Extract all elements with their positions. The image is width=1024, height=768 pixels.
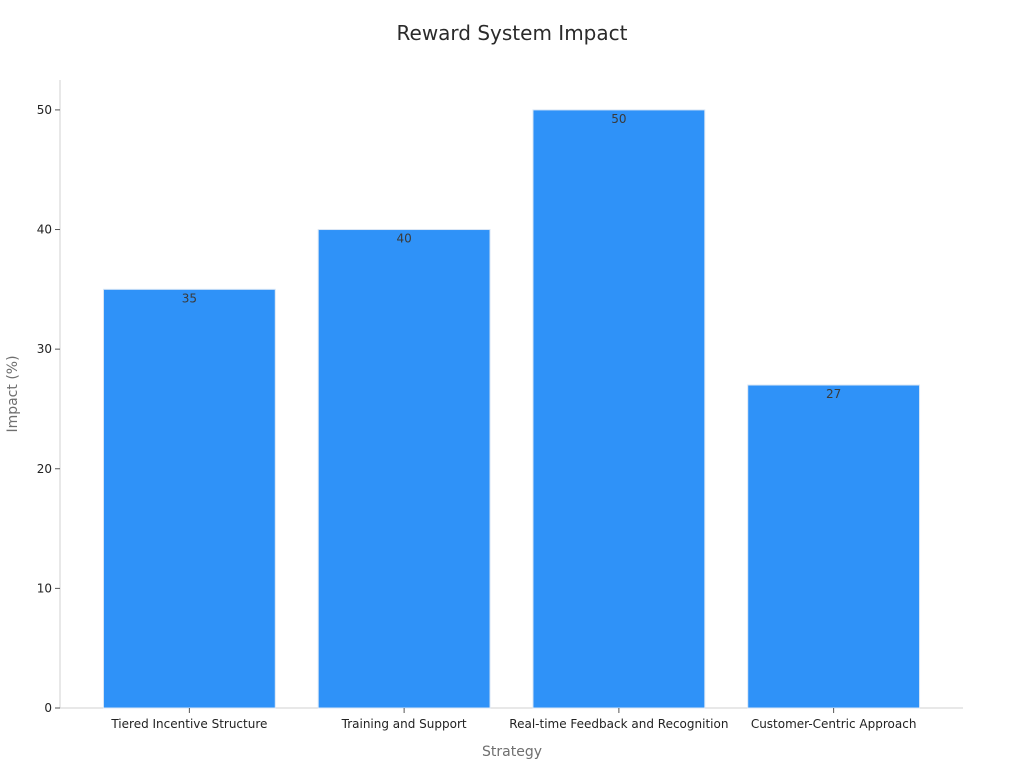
y-tick-label: 30 [37,342,52,356]
bars [102,109,921,709]
chart-title: Reward System Impact [397,21,628,45]
bar-value-label: 50 [611,112,626,126]
y-tick-label: 20 [37,462,52,476]
bar-value-label: 35 [182,291,197,305]
y-tick-label: 40 [37,223,52,237]
x-axis-label: Strategy [482,744,542,760]
bar-value-label: 40 [396,232,411,246]
bar [532,109,706,709]
y-tick-label: 50 [37,103,52,117]
y-axis-label: Impact (%) [5,355,21,432]
x-tick-label: Customer-Centric Approach [751,717,917,731]
x-tick-label: Real-time Feedback and Recognition [509,717,728,731]
y-ticks: 0 10 20 30 40 50 [37,103,60,715]
y-tick-label: 0 [44,701,52,715]
bar [747,384,921,709]
x-ticks: Tiered Incentive Structure Training and S… [110,708,916,731]
x-tick-label: Training and Support [341,717,467,731]
data-labels: 35 40 50 27 [182,112,842,401]
bar [317,229,491,709]
bar-value-label: 27 [826,387,841,401]
x-tick-label: Tiered Incentive Structure [110,717,267,731]
y-tick-label: 10 [37,581,52,595]
bar [102,288,276,709]
